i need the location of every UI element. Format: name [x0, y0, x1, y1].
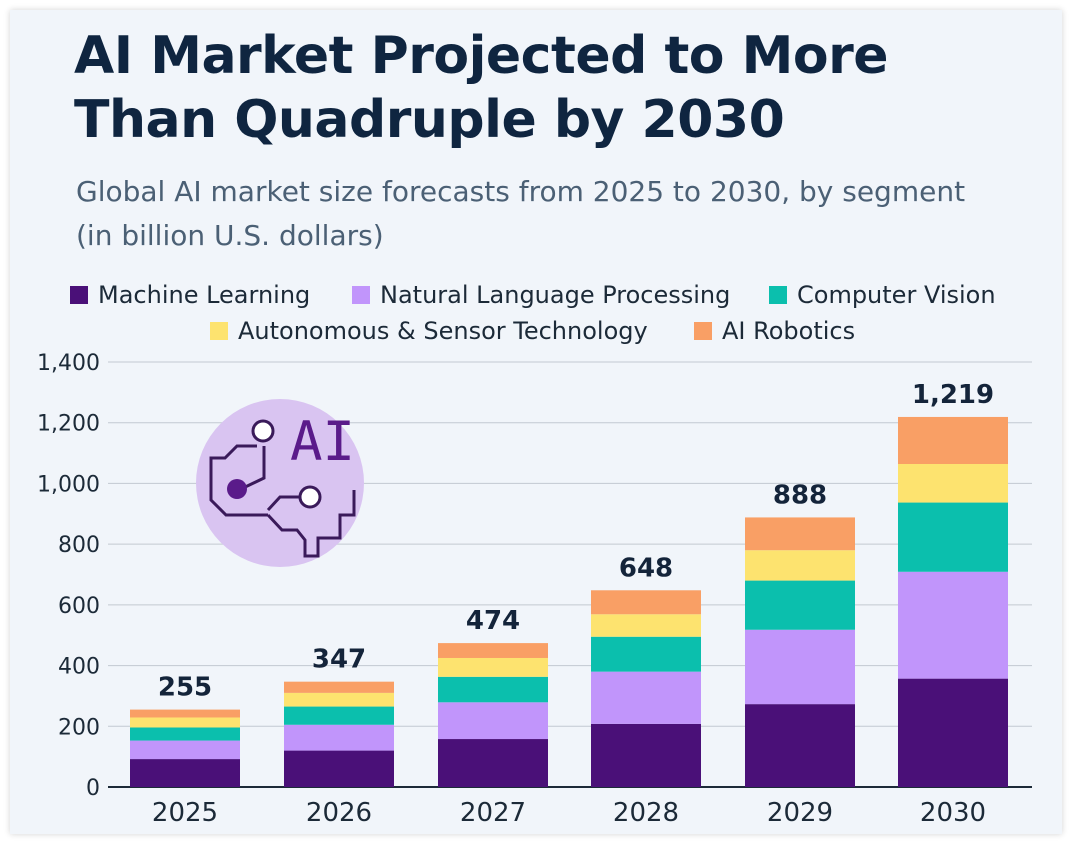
circuit-line [240, 446, 266, 491]
legend-swatch [352, 286, 370, 304]
x-tick-label: 2026 [306, 798, 372, 828]
circuit-line [209, 444, 268, 517]
bar-stack-2025 [130, 709, 240, 787]
circuit-node-filled [227, 479, 247, 499]
y-tick-label: 200 [58, 715, 100, 740]
bar-segment [130, 740, 240, 760]
chart-subtitle: Global AI market size forecasts from 202… [76, 175, 966, 252]
legend: Machine Learning Natural Language Process… [70, 281, 996, 345]
bar-segment [898, 416, 1008, 464]
bar-segment [745, 517, 855, 551]
bar-segment [745, 629, 855, 705]
bar-stack-2030 [898, 416, 1008, 787]
legend-label: AI Robotics [722, 317, 855, 345]
total-labels: 255 347 474 648 888 1,219 [158, 380, 994, 703]
legend-item: Computer Vision [769, 281, 996, 309]
y-tick-label: 400 [58, 655, 100, 680]
bar-segment [745, 704, 855, 787]
bar-stack-2027 [438, 643, 548, 787]
bar-segment [591, 671, 701, 724]
bar-segment [284, 750, 394, 787]
legend-item: AI Robotics [694, 317, 855, 345]
bar-segment [284, 706, 394, 725]
bar-segment [130, 717, 240, 728]
bar-segment [591, 723, 701, 787]
bar-segment [898, 464, 1008, 503]
x-tick-label: 2028 [613, 798, 679, 828]
bar-segment [284, 724, 394, 751]
y-tick-label: 1,000 [37, 472, 100, 497]
circuit-node [298, 485, 322, 509]
bar-segment [284, 692, 394, 707]
circuit-line [266, 495, 300, 512]
legend-swatch [769, 286, 787, 304]
legend-label: Machine Learning [98, 281, 310, 309]
x-tick-label: 2029 [767, 798, 833, 828]
chart-title: AI Market Projected to More Than Quadrup… [74, 26, 889, 150]
y-tick-label: 1,400 [37, 351, 100, 376]
bar-segment [591, 590, 701, 615]
legend-item: Autonomous & Sensor Technology [210, 317, 648, 345]
y-tick-label: 1,200 [37, 412, 100, 437]
bar-stack-2028 [591, 590, 701, 787]
bars [130, 416, 1008, 787]
bar-segment [591, 636, 701, 672]
bar-segment [898, 678, 1008, 787]
y-tick-label: 0 [86, 776, 100, 801]
total-label: 648 [619, 553, 673, 583]
ai-brain-icon: AI [196, 399, 364, 567]
ai-label: AI [290, 410, 355, 473]
bar-segment [438, 657, 548, 677]
legend-label: Autonomous & Sensor Technology [238, 317, 648, 345]
total-label: 255 [158, 673, 212, 703]
y-axis-ticks: 0 200 400 600 800 1,000 1,200 1,400 [37, 351, 100, 801]
x-axis-ticks: 2025 2026 2027 2028 2029 2030 [152, 798, 986, 828]
bar-segment [284, 681, 394, 693]
bar-segment [745, 580, 855, 630]
bar-segment [898, 571, 1008, 679]
y-tick-label: 800 [58, 533, 100, 558]
bar-segment [130, 759, 240, 787]
bar-segment [438, 676, 548, 703]
bar-segment [898, 502, 1008, 572]
x-tick-label: 2025 [152, 798, 218, 828]
total-label: 1,219 [912, 380, 994, 410]
legend-item: Machine Learning [70, 281, 310, 309]
legend-label: Computer Vision [797, 281, 996, 309]
bar-segment [130, 727, 240, 741]
icon-background-circle [196, 399, 364, 567]
x-tick-label: 2027 [460, 798, 526, 828]
legend-swatch [694, 322, 712, 340]
x-tick-label: 2030 [920, 798, 986, 828]
circuit-line [266, 490, 356, 558]
bar-segment [438, 702, 548, 740]
bar-segment [438, 739, 548, 787]
bar-segment [130, 709, 240, 718]
total-label: 474 [466, 606, 520, 636]
bar-segment [438, 643, 548, 658]
bar-stack-2029 [745, 517, 855, 787]
legend-label: Natural Language Processing [380, 281, 730, 309]
legend-swatch [210, 322, 228, 340]
bar-segment [591, 614, 701, 637]
bar-stack-2026 [284, 681, 394, 787]
total-label: 888 [773, 480, 827, 510]
bar-segment [745, 550, 855, 581]
total-label: 347 [312, 645, 366, 675]
y-tick-label: 600 [58, 594, 100, 619]
legend-swatch [70, 286, 88, 304]
circuit-node [251, 419, 275, 443]
legend-item: Natural Language Processing [352, 281, 730, 309]
